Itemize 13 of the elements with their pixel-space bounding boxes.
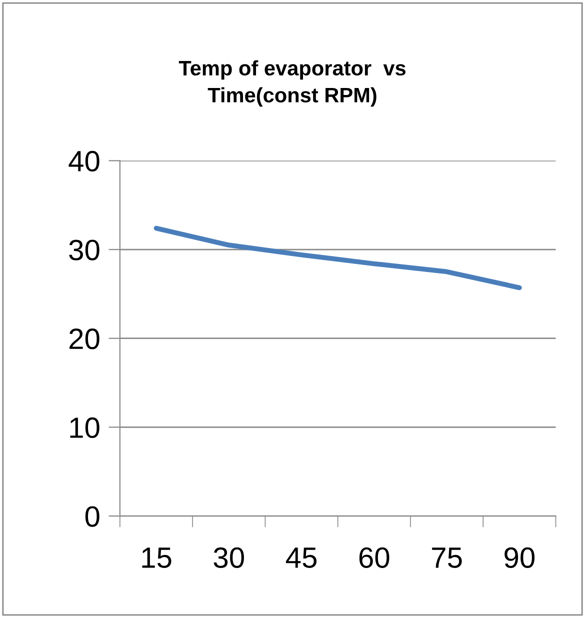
- y-tick-label: 20: [70, 328, 100, 350]
- x-tick-label: 30: [214, 547, 244, 568]
- x-tick-label: 45: [286, 548, 317, 568]
- y-tick-label: 0: [85, 506, 100, 527]
- x-tick-label: 75: [432, 548, 462, 568]
- y-tick-label: 40: [68, 150, 100, 172]
- x-tick-label: 90: [504, 547, 535, 568]
- x-tick-label: 60: [359, 547, 390, 568]
- line-series: [154, 226, 522, 290]
- y-tick-label: 10: [70, 417, 100, 438]
- y-tick-label: 30: [69, 240, 100, 260]
- x-tick-label: 15: [142, 548, 172, 568]
- chart-title: Temp of evaporator vs Time(const RPM): [178, 60, 406, 107]
